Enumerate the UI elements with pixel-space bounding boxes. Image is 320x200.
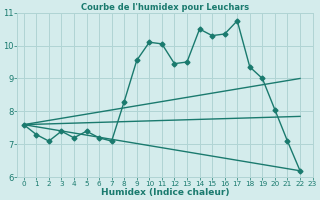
Title: Courbe de l'humidex pour Leuchars: Courbe de l'humidex pour Leuchars (81, 3, 249, 12)
X-axis label: Humidex (Indice chaleur): Humidex (Indice chaleur) (101, 188, 229, 197)
